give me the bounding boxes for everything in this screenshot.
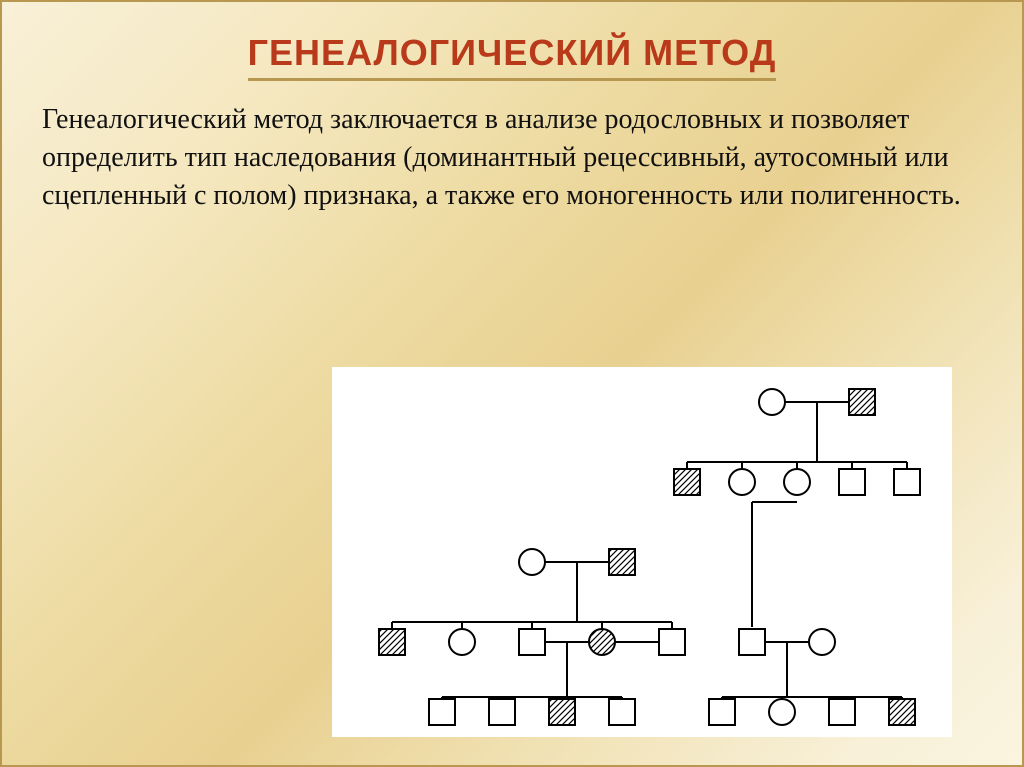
- pedigree-node-g1m: [849, 389, 875, 415]
- pedigree-node-g4a: [379, 629, 405, 655]
- pedigree-node-g2b: [729, 469, 755, 495]
- pedigree-node-g4e: [659, 629, 685, 655]
- pedigree-node-g5f: [769, 699, 795, 725]
- pedigree-node-g5c: [549, 699, 575, 725]
- pedigree-node-g1f: [759, 389, 785, 415]
- pedigree-node-g5e: [709, 699, 735, 725]
- pedigree-node-g5h: [889, 699, 915, 725]
- pedigree-node-g3p1f: [519, 549, 545, 575]
- pedigree-svg: [332, 367, 952, 737]
- pedigree-node-g4g: [809, 629, 835, 655]
- pedigree-node-g2d: [839, 469, 865, 495]
- slide: ГЕНЕАЛОГИЧЕСКИЙ МЕТОД Генеалогический ме…: [0, 0, 1024, 767]
- pedigree-node-g5g: [829, 699, 855, 725]
- slide-body: Генеалогический метод заключается в анал…: [2, 81, 1022, 214]
- pedigree-node-g4f: [739, 629, 765, 655]
- pedigree-node-g2a: [674, 469, 700, 495]
- pedigree-node-g4c: [519, 629, 545, 655]
- pedigree-node-g5a: [429, 699, 455, 725]
- pedigree-node-g5b: [489, 699, 515, 725]
- slide-title: ГЕНЕАЛОГИЧЕСКИЙ МЕТОД: [248, 32, 777, 81]
- pedigree-node-g2e: [894, 469, 920, 495]
- pedigree-node-g4b: [449, 629, 475, 655]
- pedigree-node-g3p1m: [609, 549, 635, 575]
- title-wrap: ГЕНЕАЛОГИЧЕСКИЙ МЕТОД: [2, 2, 1022, 81]
- pedigree-node-g2c: [784, 469, 810, 495]
- pedigree-node-g5d: [609, 699, 635, 725]
- pedigree-node-g4d: [589, 629, 615, 655]
- pedigree-diagram: [332, 367, 952, 737]
